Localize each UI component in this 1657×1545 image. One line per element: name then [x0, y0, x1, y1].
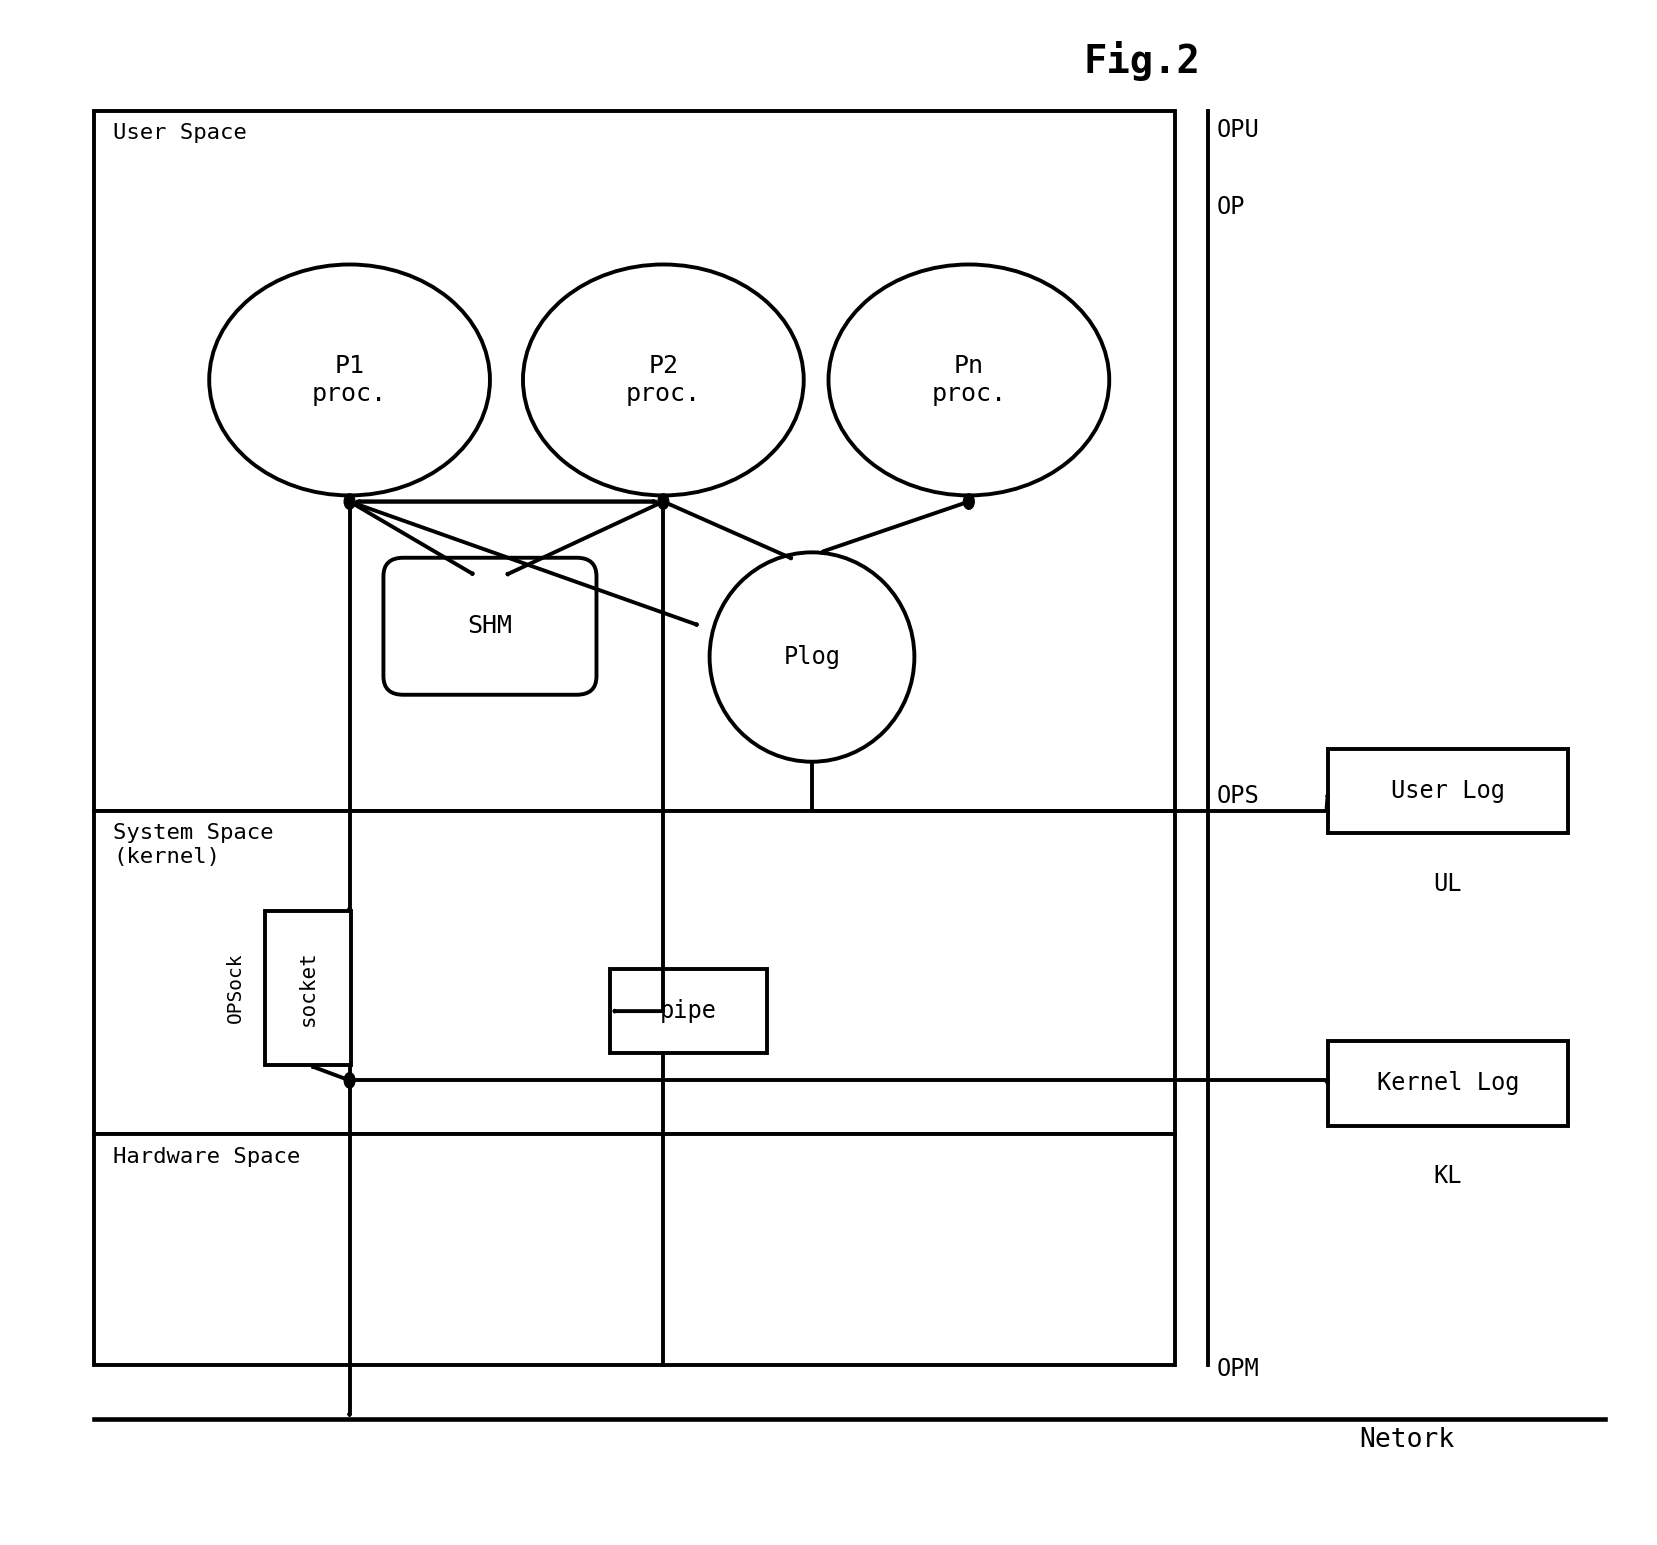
FancyBboxPatch shape: [383, 558, 597, 695]
Ellipse shape: [524, 264, 804, 496]
Ellipse shape: [345, 494, 355, 510]
Ellipse shape: [658, 494, 669, 510]
Text: OPS: OPS: [1216, 783, 1259, 808]
Text: Fig.2: Fig.2: [1084, 42, 1201, 82]
Ellipse shape: [963, 494, 974, 510]
Text: System Space
(kernel): System Space (kernel): [113, 823, 273, 867]
Bar: [610, 969, 767, 1054]
Ellipse shape: [209, 264, 490, 496]
Ellipse shape: [828, 264, 1109, 496]
Text: Kernel Log: Kernel Log: [1377, 1072, 1519, 1095]
Bar: [265, 912, 351, 1065]
Text: Plog: Plog: [784, 646, 840, 669]
Text: User Space: User Space: [113, 124, 247, 142]
Bar: [93, 111, 1175, 811]
Text: P2
proc.: P2 proc.: [626, 354, 701, 406]
Text: OPSock: OPSock: [225, 953, 245, 1023]
Text: Hardware Space: Hardware Space: [113, 1146, 300, 1166]
Bar: [93, 1134, 1175, 1366]
Bar: [93, 811, 1175, 1134]
Text: OP: OP: [1216, 195, 1244, 219]
Text: OPU: OPU: [1216, 119, 1259, 142]
Text: socket: socket: [298, 950, 318, 1026]
Text: pipe: pipe: [659, 1000, 716, 1023]
Bar: [1327, 749, 1568, 833]
Text: UL: UL: [1433, 871, 1461, 896]
Text: User Log: User Log: [1390, 779, 1505, 803]
Text: Pn
proc.: Pn proc.: [931, 354, 1006, 406]
Text: SHM: SHM: [467, 615, 512, 638]
Bar: [1327, 1041, 1568, 1126]
Ellipse shape: [709, 553, 915, 762]
Text: KL: KL: [1433, 1165, 1461, 1188]
Text: P1
proc.: P1 proc.: [312, 354, 388, 406]
Ellipse shape: [345, 1072, 355, 1088]
Text: Netork: Netork: [1359, 1426, 1455, 1452]
Text: OPM: OPM: [1216, 1358, 1259, 1381]
